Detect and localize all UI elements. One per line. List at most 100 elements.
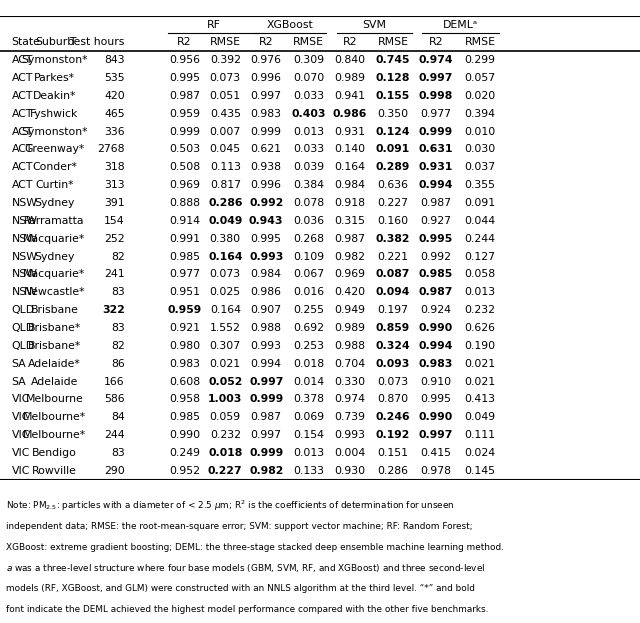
Text: 0.016: 0.016 (293, 287, 324, 297)
Text: 318: 318 (104, 163, 125, 173)
Text: 0.984: 0.984 (251, 269, 282, 280)
Text: 420: 420 (104, 91, 125, 101)
Text: 0.999: 0.999 (169, 126, 200, 136)
Text: 0.033: 0.033 (293, 91, 324, 101)
Text: 166: 166 (104, 376, 125, 386)
Text: 586: 586 (104, 394, 125, 404)
Text: 0.988: 0.988 (335, 341, 365, 351)
Text: Symonston*: Symonston* (21, 126, 88, 136)
Text: 0.113: 0.113 (210, 163, 241, 173)
Text: Fyshwick: Fyshwick (30, 109, 79, 119)
Text: 1.003: 1.003 (208, 394, 243, 404)
Text: 244: 244 (104, 430, 125, 440)
Text: 83: 83 (111, 323, 125, 333)
Text: 0.991: 0.991 (169, 234, 200, 244)
Text: 0.057: 0.057 (465, 73, 495, 83)
Text: 0.817: 0.817 (210, 180, 241, 190)
Text: 0.024: 0.024 (465, 448, 495, 458)
Text: QLD: QLD (12, 305, 35, 315)
Text: RMSE: RMSE (378, 37, 408, 47)
Text: 0.951: 0.951 (169, 287, 200, 297)
Text: 0.111: 0.111 (465, 430, 495, 440)
Text: RMSE: RMSE (465, 37, 495, 47)
Text: 0.999: 0.999 (251, 126, 282, 136)
Text: 0.378: 0.378 (293, 394, 324, 404)
Text: 0.692: 0.692 (293, 323, 324, 333)
Text: 0.091: 0.091 (376, 145, 410, 155)
Text: 0.140: 0.140 (335, 145, 365, 155)
Text: QLD: QLD (12, 341, 35, 351)
Text: 0.930: 0.930 (335, 466, 365, 476)
Text: Symonston*: Symonston* (21, 55, 88, 65)
Text: 0.969: 0.969 (169, 180, 200, 190)
Text: 0.999: 0.999 (419, 126, 453, 136)
Text: Sydney: Sydney (34, 252, 75, 262)
Text: 0.192: 0.192 (376, 430, 410, 440)
Text: 0.415: 0.415 (420, 448, 451, 458)
Text: 0.013: 0.013 (293, 126, 324, 136)
Text: XGBoost: extreme gradient boosting; DEML: the three-stage stacked deep ensemble : XGBoost: extreme gradient boosting; DEML… (6, 543, 504, 552)
Text: 0.197: 0.197 (378, 305, 408, 315)
Text: 0.307: 0.307 (210, 341, 241, 351)
Text: 0.990: 0.990 (419, 412, 453, 422)
Text: 0.382: 0.382 (376, 234, 410, 244)
Text: 0.007: 0.007 (210, 126, 241, 136)
Text: 0.986: 0.986 (333, 109, 367, 119)
Text: Note: PM$_{2.5}$: particles with a diameter of < 2.5 $\mu$m; R$^{2}$ is the coef: Note: PM$_{2.5}$: particles with a diame… (6, 498, 455, 513)
Text: 0.299: 0.299 (465, 55, 495, 65)
Text: 0.997: 0.997 (251, 430, 282, 440)
Text: 0.069: 0.069 (293, 412, 324, 422)
Text: 0.739: 0.739 (335, 412, 365, 422)
Text: SVM: SVM (362, 19, 386, 29)
Text: models (RF, XGBoost, and GLM) were constructed with an NNLS algorithm at the thi: models (RF, XGBoost, and GLM) were const… (6, 584, 476, 593)
Text: 86: 86 (111, 359, 125, 369)
Text: 0.315: 0.315 (335, 216, 365, 226)
Text: 84: 84 (111, 412, 125, 422)
Text: 0.943: 0.943 (249, 216, 284, 226)
Text: 0.986: 0.986 (251, 287, 282, 297)
Text: 0.870: 0.870 (378, 394, 408, 404)
Text: 0.998: 0.998 (419, 91, 453, 101)
Text: VIC: VIC (12, 430, 30, 440)
Text: 0.907: 0.907 (251, 305, 282, 315)
Text: 535: 535 (104, 73, 125, 83)
Text: VIC: VIC (12, 448, 30, 458)
Text: 0.058: 0.058 (465, 269, 495, 280)
Text: 290: 290 (104, 466, 125, 476)
Text: 0.976: 0.976 (251, 55, 282, 65)
Text: 0.993: 0.993 (335, 430, 365, 440)
Text: Sydney: Sydney (34, 198, 75, 208)
Text: 0.987: 0.987 (169, 91, 200, 101)
Text: 0.087: 0.087 (376, 269, 410, 280)
Text: NSW: NSW (12, 216, 38, 226)
Text: 0.921: 0.921 (169, 323, 200, 333)
Text: 0.994: 0.994 (251, 359, 282, 369)
Text: Macquarie*: Macquarie* (23, 269, 86, 280)
Text: 0.985: 0.985 (169, 252, 200, 262)
Text: 0.128: 0.128 (376, 73, 410, 83)
Text: 0.052: 0.052 (208, 376, 243, 386)
Text: 0.621: 0.621 (251, 145, 282, 155)
Text: 0.268: 0.268 (293, 234, 324, 244)
Text: Macquarie*: Macquarie* (23, 234, 86, 244)
Text: 0.992: 0.992 (249, 198, 284, 208)
Text: 1.552: 1.552 (210, 323, 241, 333)
Text: 0.190: 0.190 (465, 341, 495, 351)
Text: 0.013: 0.013 (293, 448, 324, 458)
Text: 0.051: 0.051 (210, 91, 241, 101)
Text: 0.982: 0.982 (335, 252, 365, 262)
Text: 0.286: 0.286 (208, 198, 243, 208)
Text: 0.995: 0.995 (420, 394, 451, 404)
Text: 0.994: 0.994 (419, 341, 453, 351)
Text: 0.164: 0.164 (335, 163, 365, 173)
Text: 0.073: 0.073 (378, 376, 408, 386)
Text: Bendigo: Bendigo (32, 448, 77, 458)
Text: 0.931: 0.931 (335, 126, 365, 136)
Text: 0.995: 0.995 (251, 234, 282, 244)
Text: 0.989: 0.989 (335, 73, 365, 83)
Text: 0.330: 0.330 (335, 376, 365, 386)
Text: 0.380: 0.380 (210, 234, 241, 244)
Text: 0.999: 0.999 (249, 394, 284, 404)
Text: 0.997: 0.997 (419, 73, 453, 83)
Text: Suburb: Suburb (35, 37, 74, 47)
